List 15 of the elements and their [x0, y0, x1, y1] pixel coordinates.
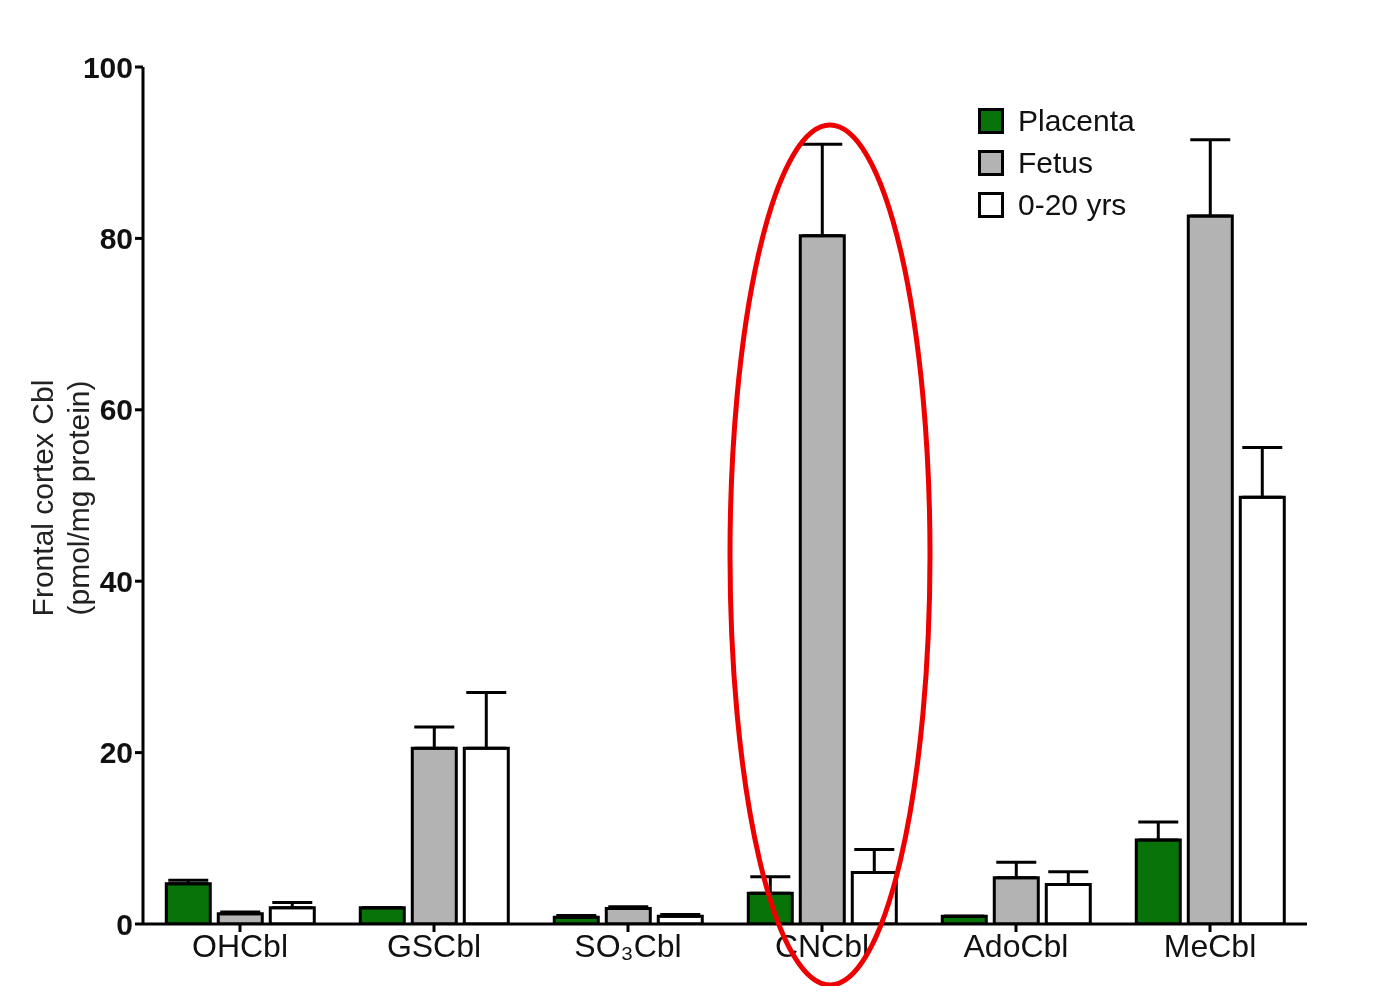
y-axis-title: Frontal cortex Cbl (pmol/mg protein) [26, 379, 95, 617]
y-tick-label: 40 [99, 564, 133, 598]
legend-label: Placenta [1017, 103, 1135, 139]
x-tick-label: OHCbl [191, 927, 289, 964]
x-tick-label: GSCbl [386, 927, 482, 964]
y-tick-label: 20 [99, 736, 133, 770]
x-tick-label: SO₃Cbl [574, 927, 682, 964]
y-tick-label: 0 [116, 907, 133, 941]
y-tick-label: 60 [99, 393, 133, 427]
legend-label: 0-20 yrs [1017, 187, 1128, 223]
y-tick-label: 100 [82, 50, 133, 84]
legend-label: Fetus [1017, 145, 1095, 181]
x-tick-label: AdoCbl [963, 927, 1069, 964]
x-tick-label: MeCbl [1163, 927, 1257, 964]
y-tick-label: 80 [99, 222, 133, 256]
